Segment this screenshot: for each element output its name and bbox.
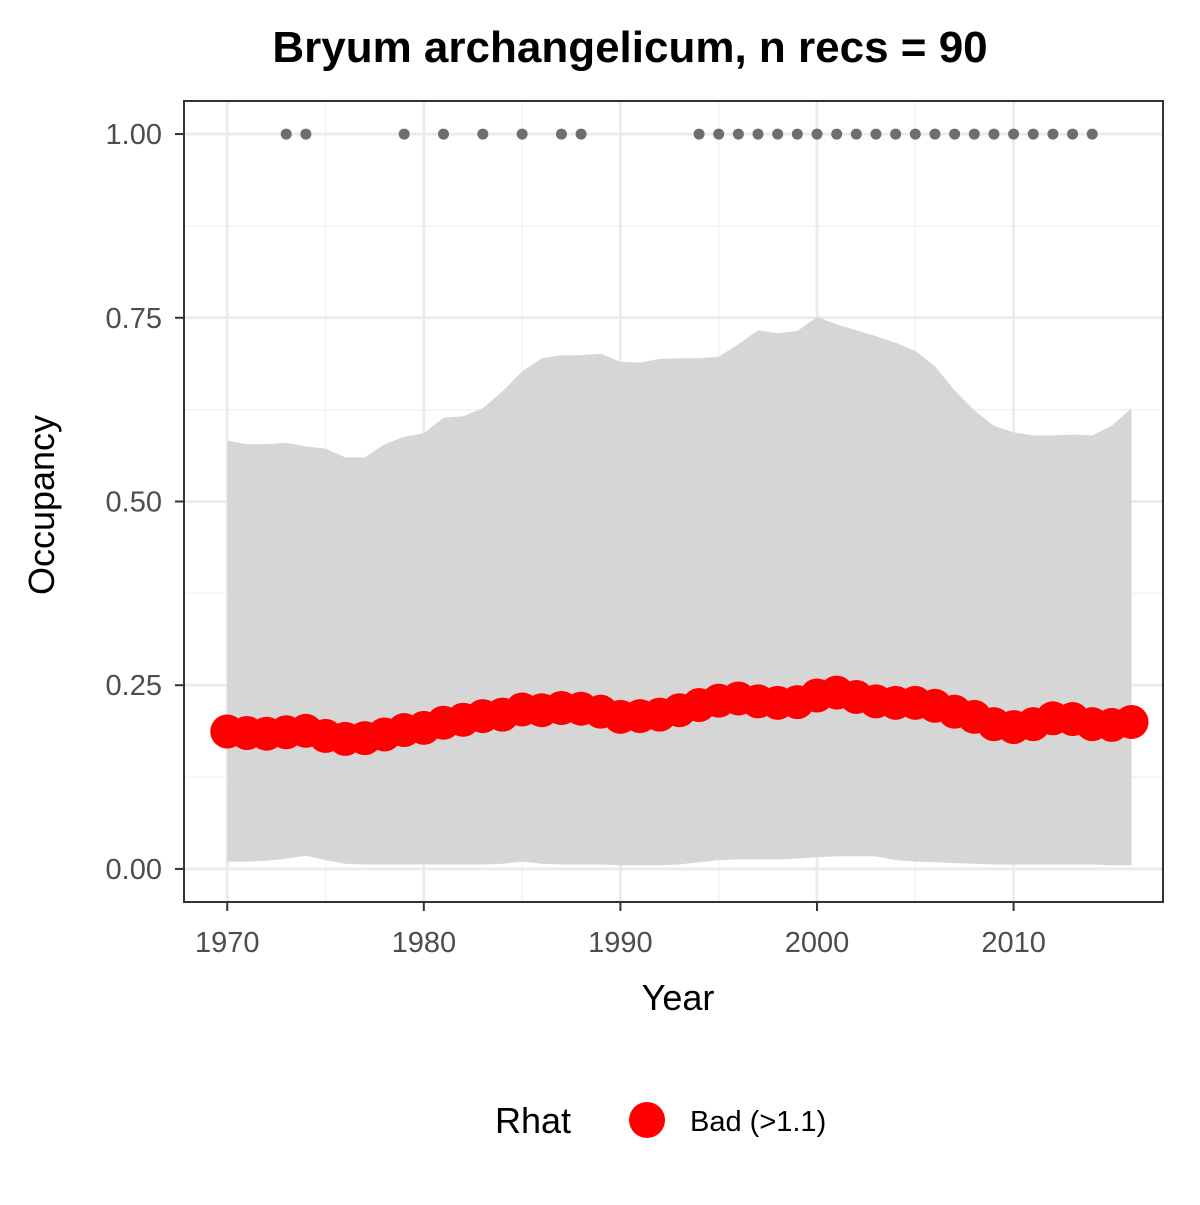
legend: Rhat Bad (>1.1) — [495, 1100, 826, 1141]
y-tick-label: 0.00 — [106, 854, 162, 886]
occupancy-point — [1114, 704, 1149, 739]
y-tick-label: 1.00 — [106, 119, 162, 151]
record-point — [831, 128, 843, 140]
x-tick-label: 2000 — [785, 927, 850, 959]
record-point — [300, 128, 312, 140]
record-point — [772, 128, 784, 140]
chart-title: Bryum archangelicum, n recs = 90 — [272, 23, 987, 72]
series-layer — [210, 675, 1149, 756]
record-point — [1067, 128, 1079, 140]
x-tick-label: 1970 — [195, 927, 260, 959]
record-point — [1027, 128, 1039, 140]
record-point — [713, 128, 725, 140]
record-point — [890, 128, 902, 140]
axis-layer: 1970 1980 1990 2000 2010 0.00 0.25 0.50 0.75 1.00 — [106, 119, 1046, 959]
record-point — [477, 128, 489, 140]
record-point — [909, 128, 921, 140]
record-point — [280, 128, 292, 140]
record-point — [1008, 128, 1020, 140]
record-point — [693, 128, 705, 140]
x-axis-title: Year — [642, 977, 715, 1018]
record-point — [575, 128, 587, 140]
x-tick-label: 1990 — [588, 927, 653, 959]
legend-label-bad: Bad (>1.1) — [690, 1106, 826, 1138]
legend-key-bad — [629, 1102, 665, 1138]
record-point — [555, 128, 567, 140]
x-tick-label: 1980 — [392, 927, 457, 959]
y-axis-title: Occupancy — [21, 415, 62, 595]
record-point — [811, 128, 823, 140]
record-point — [870, 128, 882, 140]
record-point — [1047, 128, 1059, 140]
record-point — [437, 128, 449, 140]
record-point — [988, 128, 1000, 140]
record-point — [968, 128, 980, 140]
record-point — [752, 128, 764, 140]
record-point — [929, 128, 941, 140]
legend-title: Rhat — [495, 1100, 571, 1141]
y-tick-label: 0.75 — [106, 303, 162, 335]
x-tick-label: 2010 — [981, 927, 1046, 959]
record-point — [791, 128, 803, 140]
record-point — [398, 128, 410, 140]
record-point — [732, 128, 744, 140]
record-point — [850, 128, 862, 140]
record-point — [1086, 128, 1098, 140]
y-tick-label: 0.50 — [106, 487, 162, 519]
y-tick-label: 0.25 — [106, 670, 162, 702]
record-point — [516, 128, 528, 140]
record-points-layer — [280, 128, 1098, 140]
record-point — [949, 128, 961, 140]
